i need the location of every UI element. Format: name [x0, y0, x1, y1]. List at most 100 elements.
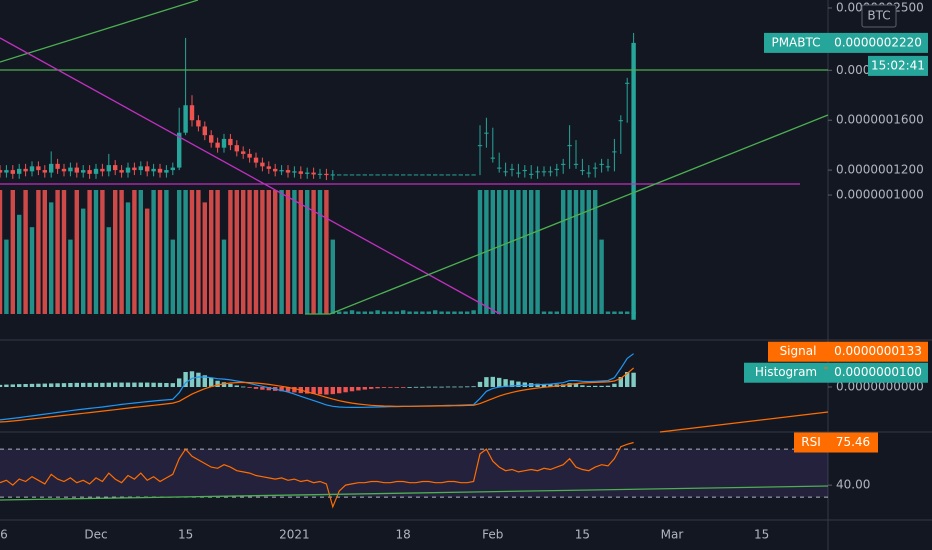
histogram-bar — [113, 382, 118, 387]
volume-bar — [138, 190, 143, 314]
last-price: 0.0000002220 — [834, 35, 922, 49]
histogram-bar — [61, 383, 67, 387]
histogram-bar — [394, 387, 399, 388]
candle-body — [279, 170, 284, 172]
marks-layer — [0, 32, 636, 509]
candle-body — [119, 170, 124, 173]
candle-body — [189, 105, 195, 121]
histogram-bar — [535, 383, 540, 387]
volume-bar — [221, 239, 227, 314]
candle-body — [541, 171, 547, 173]
candle-body — [183, 105, 188, 133]
candle-body — [522, 170, 527, 172]
candle-body — [93, 168, 99, 174]
candle-body — [625, 82, 630, 84]
candle-body — [196, 120, 201, 127]
volume-bar — [535, 190, 540, 314]
trend-line — [0, 485, 829, 501]
histogram-bar — [189, 371, 195, 387]
histogram-bar — [170, 383, 175, 387]
candle-body — [292, 171, 297, 173]
histogram-bar — [618, 377, 623, 387]
histogram-bar — [157, 382, 163, 387]
volume-bar — [0, 190, 3, 314]
candle-body — [433, 174, 438, 176]
histogram-bar — [375, 387, 380, 389]
histogram-bar — [337, 387, 342, 394]
volume-bar — [61, 190, 67, 314]
volume-bar — [567, 190, 572, 314]
volume-bar — [145, 208, 150, 314]
histogram-bar — [285, 387, 291, 392]
rsi-band — [0, 449, 828, 498]
candle-body — [548, 171, 553, 173]
candle-body — [157, 168, 163, 173]
candle-body — [0, 170, 3, 173]
candle-body — [618, 120, 623, 122]
histogram-bar — [247, 387, 252, 388]
rsi-line — [0, 441, 634, 509]
candle-body — [324, 173, 329, 176]
candle-body — [375, 174, 380, 176]
rsi-tag-value: 75.46 — [836, 435, 870, 449]
histogram-bar — [477, 381, 483, 387]
x-tick-label: Dec — [84, 528, 107, 542]
candle-body — [298, 171, 303, 174]
symbol-tag: PMABTC — [771, 35, 820, 49]
histogram-bar — [586, 385, 591, 387]
candle-body — [343, 174, 348, 176]
volume-bar — [234, 190, 239, 314]
volume-bar — [23, 190, 28, 314]
volume-bar — [196, 190, 201, 314]
y-tick-label: 0.0000001000 — [836, 188, 924, 202]
histogram-bar — [413, 386, 419, 388]
volume-bar — [522, 190, 527, 314]
candle-body — [87, 170, 92, 174]
candle-body — [394, 174, 399, 176]
volume-bar — [317, 190, 323, 314]
volume-bar — [157, 190, 163, 314]
histogram-bar — [324, 387, 329, 395]
histogram-bar — [202, 375, 207, 387]
histogram-bar — [625, 372, 630, 387]
histogram-bar — [381, 387, 387, 388]
candle-body — [484, 132, 489, 134]
volume-bar — [580, 190, 585, 314]
candle-body — [586, 172, 591, 174]
volume-bar — [298, 190, 303, 314]
symbol-tag-box — [764, 32, 828, 53]
candle-body — [509, 168, 515, 170]
currency: BTC — [867, 9, 890, 23]
volume-bar — [490, 190, 495, 314]
histogram-bar — [509, 380, 515, 387]
volume-bar — [618, 311, 623, 314]
volume-bar — [324, 190, 329, 314]
volume-bar — [516, 190, 521, 314]
candle-body — [55, 163, 60, 169]
histogram-bar — [311, 387, 316, 394]
histogram-bar — [484, 377, 489, 387]
candle-body — [465, 174, 470, 176]
histogram-bar — [42, 383, 47, 387]
histogram-bar — [164, 383, 169, 387]
histogram-bar — [87, 382, 92, 387]
histogram-bar — [503, 379, 508, 387]
candle-body — [253, 157, 259, 163]
candle-body — [561, 163, 566, 165]
histogram-bar — [132, 382, 137, 387]
x-tick-label: 2021 — [279, 528, 310, 542]
histogram-bar — [0, 384, 3, 387]
histogram-bar — [420, 386, 425, 388]
candle-body — [439, 174, 444, 176]
currency-box — [861, 4, 897, 28]
candle-body — [241, 151, 246, 154]
candle-body — [490, 157, 495, 159]
indicator-tag-value-box — [828, 341, 928, 362]
candle-body — [426, 174, 431, 176]
drawings — [0, 0, 829, 501]
candle-body — [100, 168, 105, 172]
histogram-bar — [228, 383, 233, 387]
x-tick-label: Mar — [661, 528, 684, 542]
candle-body — [36, 166, 41, 171]
candle-body — [81, 170, 86, 173]
